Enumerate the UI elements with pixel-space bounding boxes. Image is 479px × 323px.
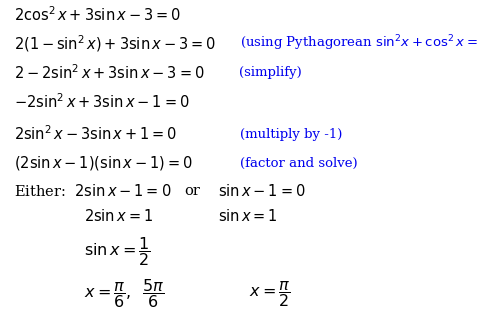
Text: $2\sin^2 x - 3\sin x + 1 = 0$: $2\sin^2 x - 3\sin x + 1 = 0$: [14, 125, 178, 143]
Text: or: or: [184, 184, 200, 198]
Text: $x = \dfrac{\pi}{6},\;\; \dfrac{5\pi}{6}$: $x = \dfrac{\pi}{6},\;\; \dfrac{5\pi}{6}…: [84, 277, 164, 310]
Text: $\sin x - 1 = 0$: $\sin x - 1 = 0$: [218, 183, 306, 199]
Text: $-2\sin^2 x + 3\sin x - 1 = 0$: $-2\sin^2 x + 3\sin x - 1 = 0$: [14, 92, 190, 111]
Text: Either:  $2\sin x - 1 = 0$: Either: $2\sin x - 1 = 0$: [14, 183, 172, 199]
Text: $2 - 2\sin^2 x + 3\sin x - 3 = 0$: $2 - 2\sin^2 x + 3\sin x - 3 = 0$: [14, 63, 205, 82]
Text: $2(1 - \sin^2 x) + 3\sin x - 3 = 0$: $2(1 - \sin^2 x) + 3\sin x - 3 = 0$: [14, 33, 217, 54]
Text: (factor and solve): (factor and solve): [240, 157, 357, 170]
Text: $(2\sin x - 1)(\sin x - 1) = 0$: $(2\sin x - 1)(\sin x - 1) = 0$: [14, 154, 194, 172]
Text: (multiply by -1): (multiply by -1): [240, 128, 342, 141]
Text: (using Pythagorean $\sin^2\!x + \cos^2 x = 1$): (using Pythagorean $\sin^2\!x + \cos^2 x…: [240, 34, 479, 53]
Text: $2\sin x = 1$: $2\sin x = 1$: [84, 208, 153, 224]
Text: $\sin x = 1$: $\sin x = 1$: [218, 208, 278, 224]
Text: $x = \dfrac{\pi}{2}$: $x = \dfrac{\pi}{2}$: [249, 279, 291, 309]
Text: $2\cos^2 x + 3\sin x - 3 = 0$: $2\cos^2 x + 3\sin x - 3 = 0$: [14, 5, 181, 24]
Text: (simplify): (simplify): [240, 66, 302, 79]
Text: $\sin x = \dfrac{1}{2}$: $\sin x = \dfrac{1}{2}$: [84, 235, 150, 268]
